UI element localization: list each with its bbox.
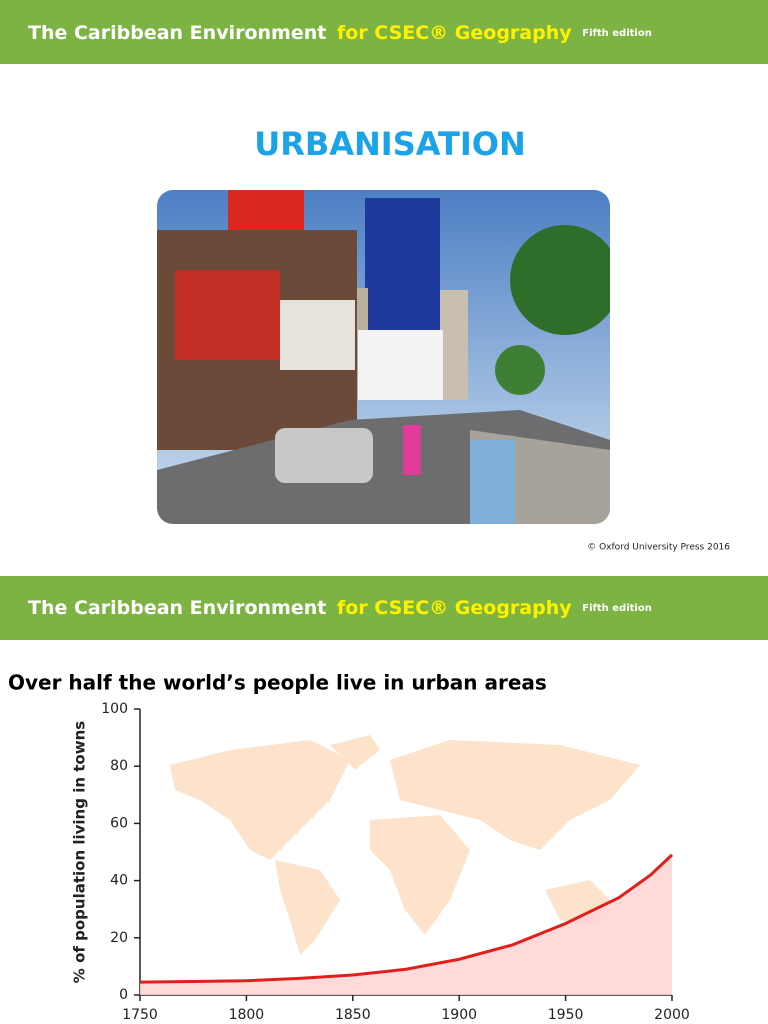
chart-title: Over half the world’s people live in urb…: [8, 671, 547, 695]
world-map: [170, 735, 640, 955]
banner: [0, 576, 768, 640]
banner-title: The Caribbean Environment for CSEC® Geog…: [28, 22, 652, 44]
x-tick-label: 1850: [335, 1007, 371, 1023]
y-tick-label: 60: [110, 815, 128, 831]
area: [140, 854, 672, 995]
x-tick-label: 1950: [548, 1007, 584, 1023]
x-tick-label: 1750: [122, 1007, 158, 1023]
x-tick-label: 1800: [229, 1007, 265, 1023]
slide-title: URBANISATION: [254, 125, 526, 163]
plot: 0 20 40 60 80 100 1750 1800 1850 1900 1950 2000: [101, 701, 690, 1023]
photo: [157, 190, 610, 524]
banner-edition: Fifth edition: [582, 603, 652, 614]
y-tick-label: 80: [110, 758, 128, 774]
banner-title: The Caribbean Environment for CSEC® Geog…: [28, 597, 652, 619]
y-tick-label: 20: [110, 930, 128, 946]
banner-edition: Fifth edition: [582, 28, 652, 39]
y-tick-label: 40: [110, 873, 128, 889]
y-tick-label: 100: [101, 701, 128, 717]
y-axis-label: % of population living in towns: [71, 721, 89, 983]
line: [139, 853, 674, 984]
banner-main: The Caribbean Environment: [28, 597, 326, 619]
banner: [0, 0, 768, 64]
x-tick-label: 2000: [654, 1007, 690, 1023]
copyright: © Oxford University Press 2016: [587, 543, 730, 553]
banner-main: The Caribbean Environment: [28, 22, 326, 44]
banner-highlight: for CSEC® Geography: [337, 22, 572, 44]
x-tick-label: 1900: [441, 1007, 477, 1023]
y-tick-label: 0: [119, 987, 128, 1003]
banner-highlight: for CSEC® Geography: [337, 597, 572, 619]
